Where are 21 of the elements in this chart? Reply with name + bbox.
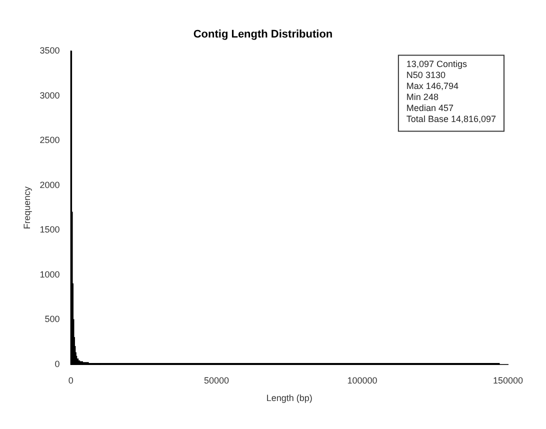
annotation: Total Base 14,816,097 — [406, 114, 496, 124]
y-tick-label: 500 — [44, 314, 60, 324]
y-tick-label: 2500 — [40, 135, 60, 146]
y-tick-label: 1000 — [40, 269, 60, 280]
chart-title: Contig Length Distribution — [193, 28, 333, 41]
annotation: Min 248 — [406, 92, 438, 102]
y-tick-label: 3500 — [40, 46, 60, 56]
x-axis-title: Length (bp) — [266, 393, 312, 404]
annotation: Max 146,794 — [406, 81, 458, 92]
x-tick-label: 50000 — [204, 375, 230, 386]
annotation: Median 457 — [406, 103, 454, 114]
x-tick-label: 150000 — [492, 375, 524, 386]
y-tick-label: 0 — [54, 358, 60, 369]
x-tick-label: 0 — [68, 375, 74, 386]
annotation: 13,097 Contigs — [406, 59, 468, 70]
x-tick-label: 100000 — [347, 375, 378, 386]
annotation: N50 3130 — [406, 70, 446, 80]
y-axis-title: Frequency — [22, 186, 32, 230]
y-tick-label: 2000 — [40, 180, 60, 190]
y-tick-label: 1500 — [40, 224, 60, 235]
y-tick-label: 3000 — [40, 90, 60, 100]
